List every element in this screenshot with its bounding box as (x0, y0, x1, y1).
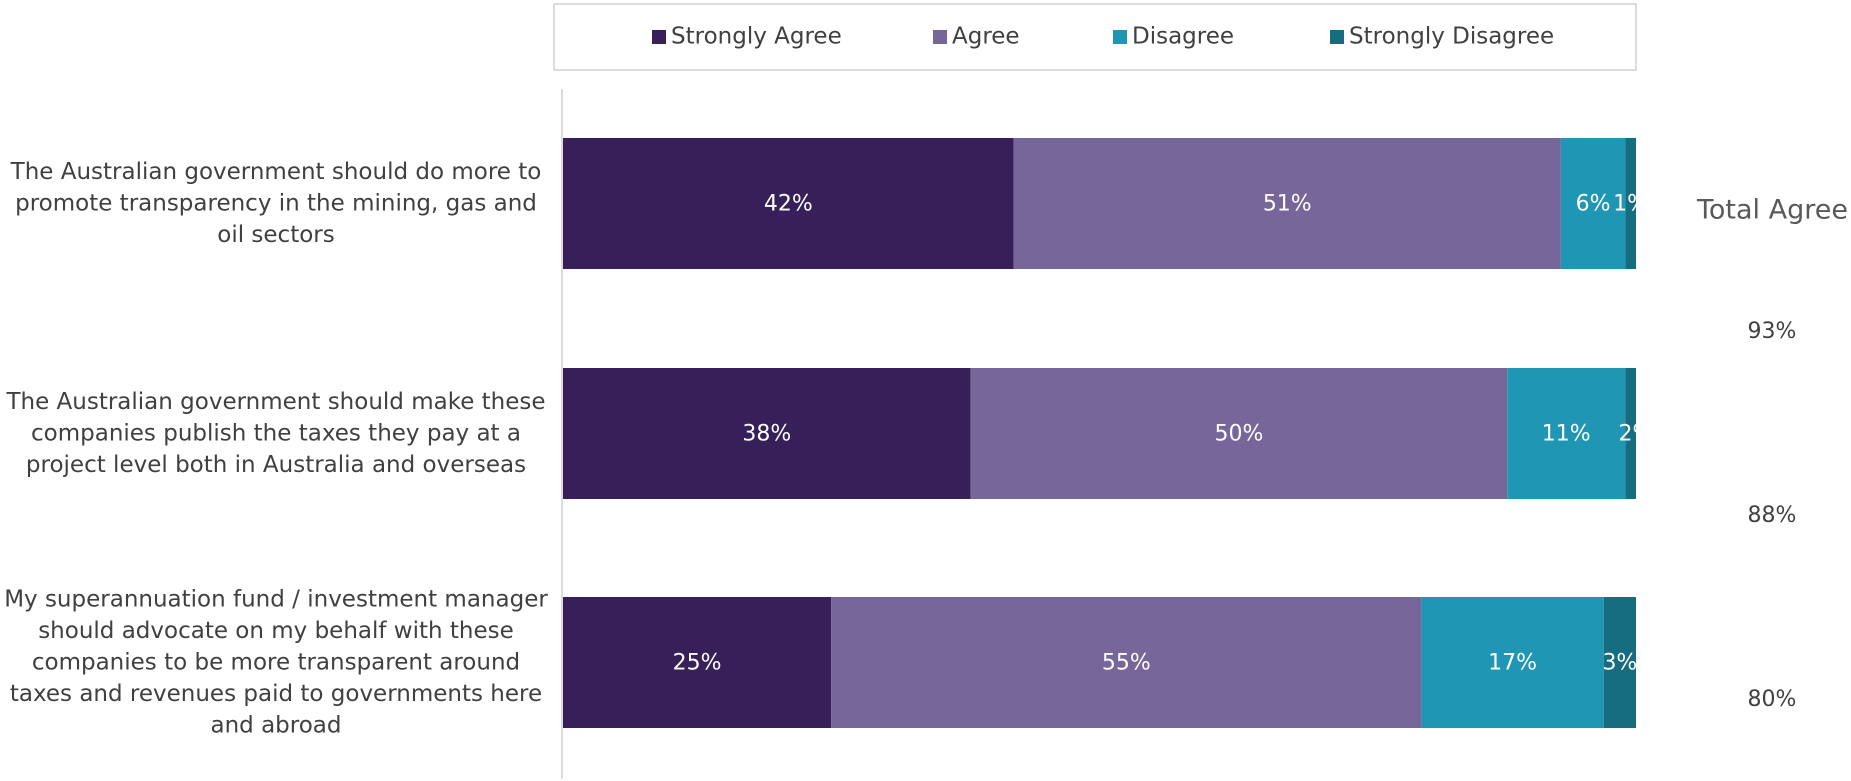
bar-segment (1507, 368, 1626, 499)
category-label: The Australian government should make th… (5, 389, 545, 478)
data-label: 17% (1488, 651, 1537, 676)
bar-segment (563, 597, 832, 728)
legend-label: Agree (952, 24, 1020, 50)
bar-segment (831, 597, 1422, 728)
data-label: 55% (1102, 651, 1151, 676)
bar-segment (970, 368, 1508, 499)
bar-segment (1421, 597, 1604, 728)
data-label: 3% (1602, 651, 1637, 676)
category-label: The Australian government should do more… (10, 159, 542, 248)
total-agree-title: Total Agree (1696, 195, 1848, 226)
data-label: 25% (673, 651, 722, 676)
bar-segment (1013, 138, 1561, 269)
bar-segment (1560, 138, 1626, 269)
legend-swatch (652, 30, 666, 44)
data-label: 1% (1613, 192, 1648, 217)
legend-label: Strongly Disagree (1349, 24, 1554, 50)
data-label: 42% (764, 192, 813, 217)
total-agree-value: 93% (1748, 319, 1797, 344)
bar-segment (1625, 138, 1636, 269)
data-label: 6% (1576, 192, 1611, 217)
legend-swatch (1113, 30, 1127, 44)
data-label: 11% (1542, 422, 1591, 447)
total-agree-value: 88% (1748, 503, 1797, 528)
total-agree-value: 80% (1748, 687, 1797, 712)
data-label: 38% (742, 422, 791, 447)
bar-segment (1625, 368, 1636, 499)
bar-segment (563, 368, 971, 499)
data-label: 51% (1263, 192, 1312, 217)
category-label: My superannuation fund / investment mana… (4, 586, 548, 738)
data-label: 2% (1619, 422, 1654, 447)
legend-swatch (1330, 30, 1344, 44)
bar-segment (1603, 597, 1636, 728)
legend-label: Strongly Agree (671, 24, 842, 50)
plot-area: 42% 51% 6% 1% 38% 50% 11% 2% 25% 55% 17% 3% (563, 138, 1654, 728)
legend-label: Disagree (1132, 24, 1234, 50)
bar-segment (563, 138, 1014, 269)
legend-swatch (933, 30, 947, 44)
legend-box (553, 3, 1637, 71)
data-label: 50% (1215, 422, 1264, 447)
